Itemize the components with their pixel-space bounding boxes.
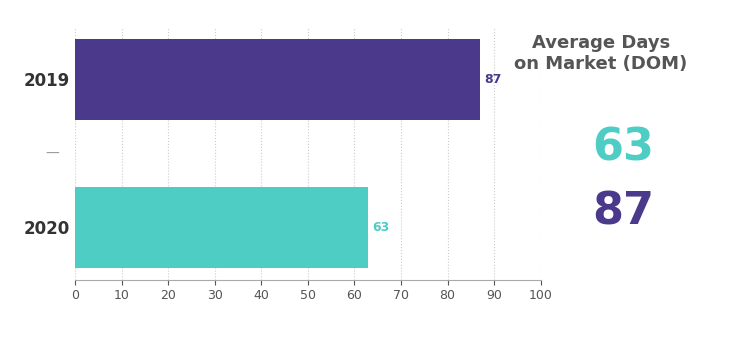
Bar	[75, 39, 480, 120]
Bar	[75, 187, 369, 268]
Text: 87: 87	[593, 191, 654, 234]
Text: 63: 63	[593, 126, 654, 169]
Text: —: —	[45, 146, 59, 161]
Text: Average Days
on Market (DOM): Average Days on Market (DOM)	[514, 34, 687, 73]
Text: 87: 87	[484, 73, 501, 86]
Text: 63: 63	[372, 221, 390, 234]
